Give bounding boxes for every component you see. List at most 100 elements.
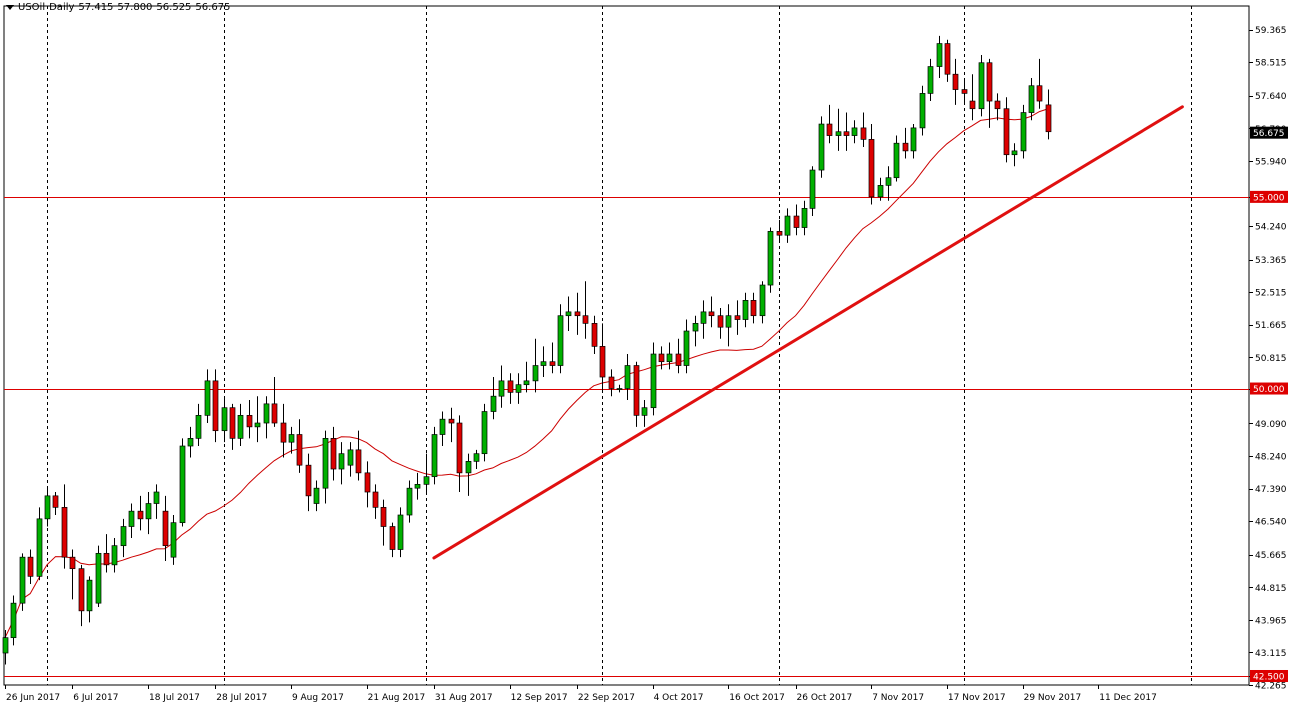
bearish-candle — [355, 449, 362, 474]
level-price-tag-bg — [1250, 382, 1288, 395]
moving-average-line — [4, 108, 1048, 638]
trendline — [432, 105, 1184, 560]
x-axis-tick-label: 7 Nov 2017 — [872, 693, 924, 703]
bearish-candle — [574, 311, 581, 317]
bearish-candle — [826, 123, 833, 136]
bullish-candle — [187, 438, 194, 447]
bullish-candle — [347, 449, 354, 466]
bearish-candle — [944, 43, 951, 75]
y-axis-tick-label: 47.390 — [1255, 485, 1287, 495]
y-axis-tick-label: 43.965 — [1255, 616, 1287, 626]
current-price-tag-bg — [1250, 126, 1288, 139]
bearish-candle — [52, 495, 59, 508]
bearish-candle — [658, 353, 665, 363]
bullish-candle — [10, 602, 17, 639]
bearish-candle — [734, 315, 741, 320]
open-value: 57.415 — [78, 2, 114, 13]
bullish-candle — [759, 284, 766, 317]
bullish-candle — [835, 131, 842, 136]
bullish-candle — [809, 169, 816, 209]
bearish-candle — [456, 422, 463, 474]
y-axis-tick-label: 42.265 — [1255, 682, 1287, 692]
bullish-candle — [725, 315, 732, 328]
bullish-candle — [439, 418, 446, 435]
bullish-candle — [465, 460, 472, 474]
x-axis-tick-label: 21 Aug 2017 — [368, 693, 426, 703]
bullish-candle — [423, 476, 430, 485]
bullish-candle — [523, 380, 530, 386]
x-axis-tick-label: 18 Jul 2017 — [149, 693, 200, 703]
bullish-candle — [565, 311, 572, 317]
bullish-candle — [919, 93, 926, 129]
bullish-candle — [2, 637, 9, 654]
bearish-candle — [78, 568, 85, 612]
y-axis-tick-label: 52.515 — [1255, 289, 1287, 299]
bearish-candle — [61, 506, 68, 558]
bullish-candle — [313, 487, 320, 504]
x-axis-tick-label: 26 Oct 2017 — [797, 693, 853, 703]
bearish-candle — [103, 552, 110, 566]
high-value: 57.800 — [117, 2, 153, 13]
bearish-candle — [372, 491, 379, 508]
bullish-candle — [288, 434, 295, 443]
bearish-candle — [507, 380, 514, 393]
bullish-candle — [1011, 150, 1018, 156]
bullish-candle — [36, 518, 43, 577]
caret-down-icon[interactable] — [6, 4, 14, 10]
bearish-candle — [380, 506, 387, 527]
bullish-candle — [95, 552, 102, 604]
bearish-candle — [69, 556, 76, 570]
close-value: 56.675 — [195, 2, 231, 13]
bullish-candle — [742, 300, 749, 320]
bearish-candle — [860, 127, 867, 140]
x-axis-tick-label: 12 Sep 2017 — [511, 693, 568, 703]
bearish-candle — [1036, 85, 1043, 102]
bullish-candle — [767, 231, 774, 286]
chart-header: USOil Daily 57.415 57.800 56.525 56.675 — [6, 2, 234, 13]
x-axis-tick-label: 4 Oct 2017 — [654, 693, 704, 703]
bearish-candle — [793, 215, 800, 228]
bearish-candle — [675, 353, 682, 366]
bullish-candle — [498, 380, 505, 397]
bullish-candle — [784, 215, 791, 236]
level-price-tag: 50.000 — [1253, 385, 1285, 395]
bullish-candle — [624, 365, 631, 389]
low-value: 56.525 — [156, 2, 192, 13]
y-axis-tick-label: 46.540 — [1255, 518, 1287, 528]
symbol-label: USOil — [18, 2, 46, 13]
x-axis-tick-label: 31 Aug 2017 — [435, 693, 493, 703]
bullish-candle — [481, 411, 488, 455]
y-axis-tick-label: 58.515 — [1255, 59, 1287, 69]
x-axis-tick-label: 11 Dec 2017 — [1099, 693, 1157, 703]
bullish-candle — [263, 403, 270, 424]
y-axis-tick-label: 44.815 — [1255, 584, 1287, 594]
level-price-tag-bg — [1250, 669, 1288, 682]
bearish-candle — [633, 365, 640, 416]
current-price-tag: 56.675 — [1253, 129, 1285, 139]
bullish-candle — [616, 388, 623, 390]
level-price-tag: 42.500 — [1253, 672, 1285, 682]
bullish-candle — [936, 43, 943, 67]
bullish-candle — [397, 514, 404, 550]
bullish-candle — [120, 526, 127, 547]
y-axis-tick-label: 59.365 — [1255, 26, 1287, 36]
bullish-candle — [650, 353, 657, 409]
y-axis-tick-label: 49.090 — [1255, 420, 1287, 430]
bearish-candle — [994, 100, 1001, 110]
bearish-candle — [1045, 104, 1052, 133]
bullish-candle — [700, 311, 707, 324]
bearish-candle — [582, 315, 589, 324]
bullish-candle — [978, 62, 985, 110]
bullish-candle — [431, 434, 438, 478]
bullish-candle — [44, 495, 51, 520]
x-axis-tick-label: 29 Nov 2017 — [1024, 693, 1082, 703]
bearish-candle — [364, 472, 371, 493]
bullish-candle — [170, 522, 177, 558]
bullish-candle — [204, 380, 211, 416]
bearish-candle — [961, 89, 968, 94]
bullish-candle — [540, 361, 547, 366]
bearish-candle — [271, 403, 278, 424]
x-axis-tick-label: 9 Aug 2017 — [292, 693, 344, 703]
